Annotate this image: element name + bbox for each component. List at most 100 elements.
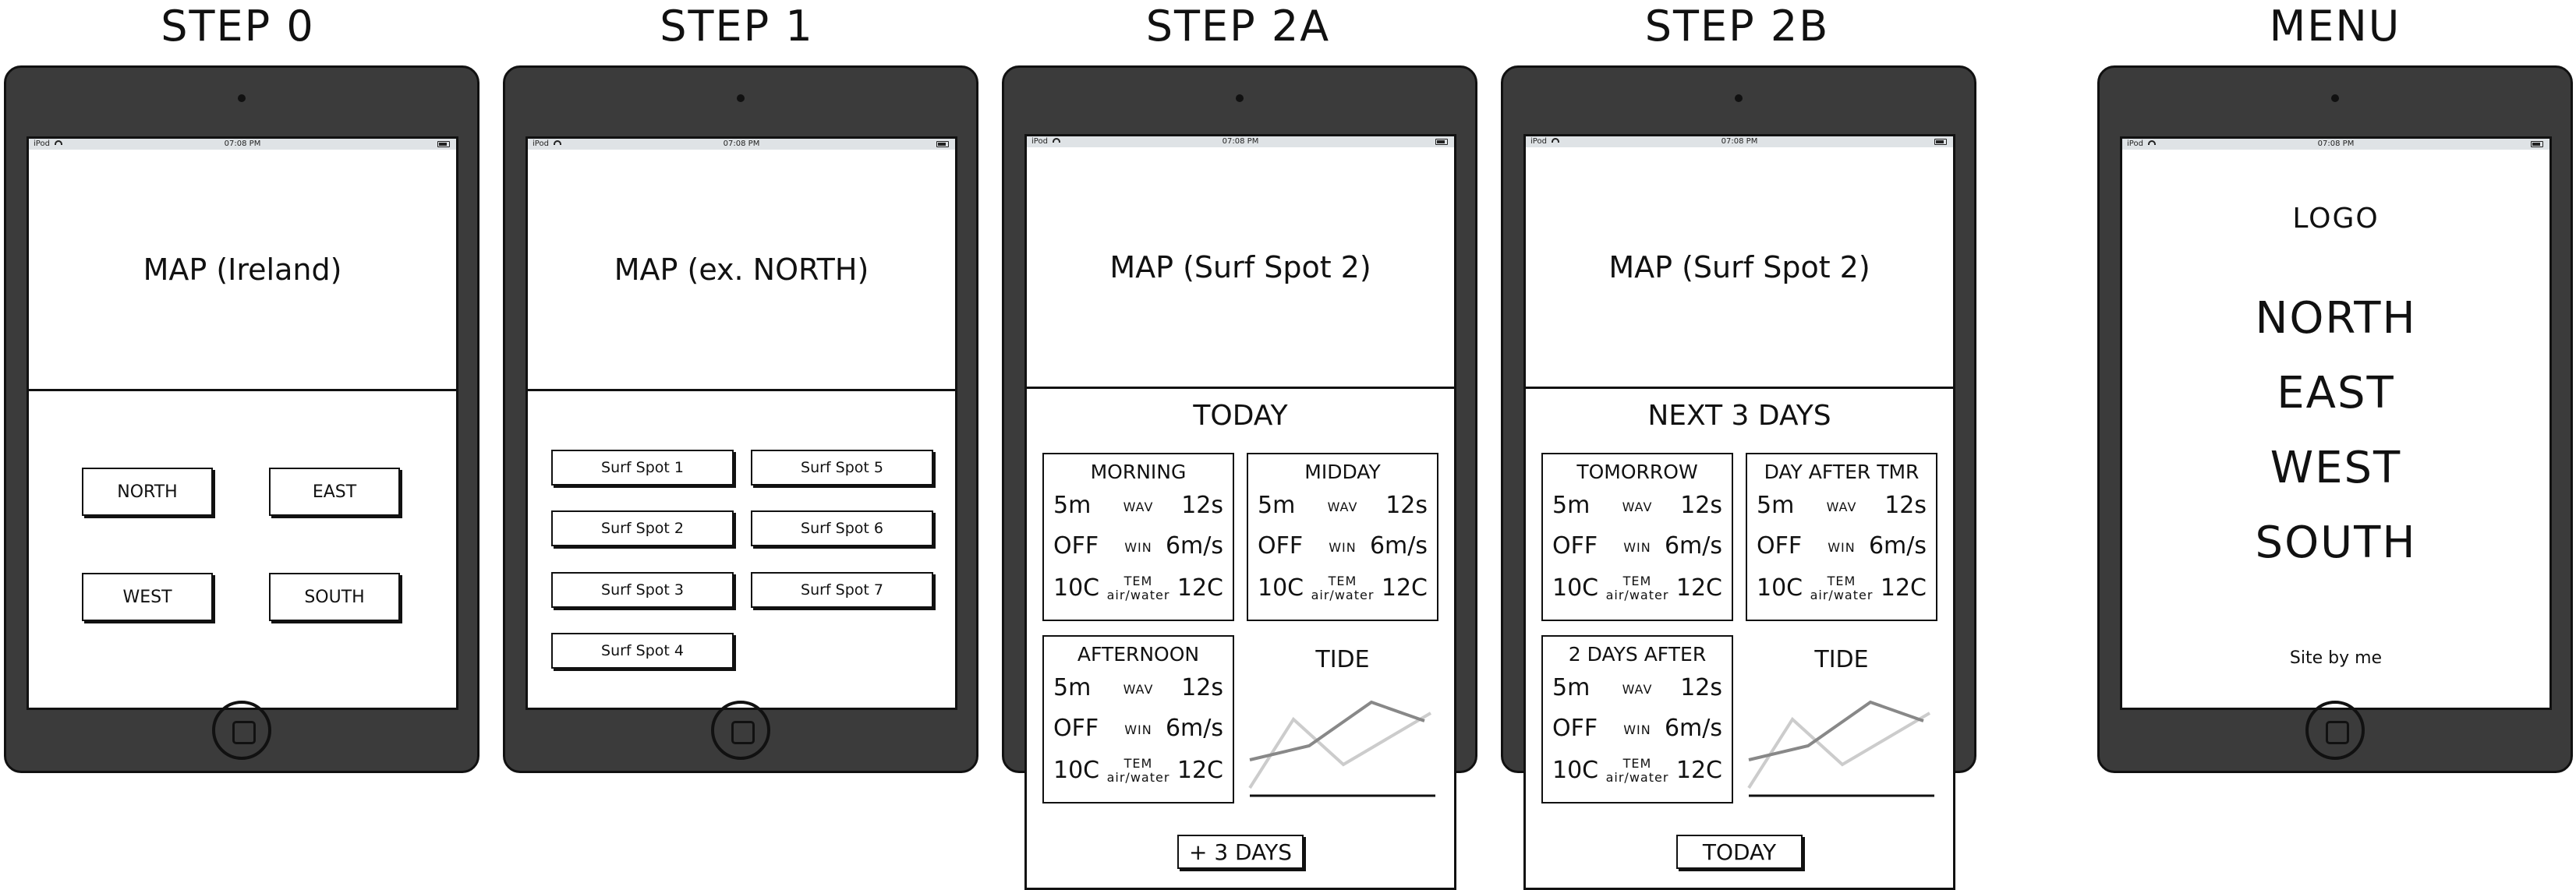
temp-label: TEM air/water: [1106, 574, 1170, 602]
wind-direction: OFF: [1053, 715, 1099, 742]
screen-step0: iPod 07:08 PM MAP (Ireland) NORTH EAST W…: [27, 136, 458, 710]
water-temp: 12C: [1177, 757, 1223, 784]
menu-title: MENU: [2269, 2, 2401, 51]
air-temp: 10C: [1552, 757, 1599, 784]
wave-height: 5m: [1552, 492, 1591, 519]
water-temp: 12C: [1675, 574, 1722, 602]
wind-row: OFF WIN 6m/s: [1044, 529, 1233, 560]
map-area[interactable]: MAP (Ireland): [29, 150, 456, 391]
air-temp: 10C: [1258, 574, 1304, 602]
section-title: NEXT 3 DAYS: [1647, 400, 1831, 432]
temp-row: 10C TEM air/water 12C: [1044, 571, 1233, 602]
status-time: 07:08 PM: [224, 140, 261, 148]
home-button[interactable]: [212, 701, 271, 760]
wave-period: 12s: [1884, 492, 1927, 519]
wifi-icon: [1551, 138, 1559, 143]
wind-direction: OFF: [1258, 532, 1304, 560]
wind-row: OFF WIN 6m/s: [1543, 712, 1732, 743]
forecast-card-morning: MORNING 5m WAV 12s OFF WIN 6m/s 10C TEM a…: [1042, 453, 1234, 621]
west-button[interactable]: WEST: [82, 573, 213, 621]
wind-speed: 6m/s: [1369, 532, 1428, 560]
wave-height: 5m: [1053, 492, 1092, 519]
step2a-title: STEP 2A: [1145, 2, 1331, 51]
wave-label: WAV: [1622, 682, 1653, 697]
battery-icon: [936, 141, 949, 147]
tablet-menu: iPod 07:08 PM LOGO NORTH EAST WEST SOUTH…: [2097, 65, 2573, 773]
wind-speed: 6m/s: [1165, 715, 1223, 742]
menu-item-north[interactable]: NORTH: [2255, 293, 2417, 344]
menu-item-east[interactable]: EAST: [2277, 368, 2395, 419]
water-temp: 12C: [1381, 574, 1428, 602]
surf-spot-6-button[interactable]: Surf Spot 6: [751, 510, 933, 546]
screen-step2a: iPod 07:08 PM MAP (Surf Spot 2) TODAY MO…: [1024, 134, 1456, 890]
card-title: MIDDAY: [1304, 461, 1381, 483]
tide-title: TIDE: [1315, 646, 1370, 673]
menu-item-south[interactable]: SOUTH: [2255, 517, 2417, 568]
battery-icon: [1934, 139, 1947, 145]
wind-label: WIN: [1124, 540, 1152, 555]
wind-row: OFF WIN 6m/s: [1248, 529, 1437, 560]
wave-row: 5m WAV 12s: [1248, 489, 1437, 520]
water-temp: 12C: [1675, 757, 1722, 784]
today-button[interactable]: TODAY: [1676, 835, 1803, 869]
wave-height: 5m: [1757, 492, 1795, 519]
screen-step1: iPod 07:08 PM MAP (ex. NORTH) Surf Spot …: [525, 136, 957, 710]
surf-spot-1-button[interactable]: Surf Spot 1: [551, 450, 734, 486]
south-button[interactable]: SOUTH: [269, 573, 400, 621]
status-device: iPod: [34, 139, 62, 150]
tide-title: TIDE: [1814, 646, 1869, 673]
temp-row: 10C TEM air/water 12C: [1543, 571, 1732, 602]
surf-spot-4-button[interactable]: Surf Spot 4: [551, 633, 734, 669]
surf-spot-7-button[interactable]: Surf Spot 7: [751, 572, 933, 608]
site-credit: Site by me: [2289, 648, 2383, 668]
surf-spot-5-button[interactable]: Surf Spot 5: [751, 450, 933, 486]
surf-spot-2-button[interactable]: Surf Spot 2: [551, 510, 734, 546]
east-button[interactable]: EAST: [269, 468, 400, 516]
battery-icon: [1435, 139, 1448, 145]
forecast-card-day-after-tmr: DAY AFTER TMR 5m WAV 12s OFF WIN 6m/s 10…: [1746, 453, 1937, 621]
map-area[interactable]: MAP (Surf Spot 2): [1526, 147, 1953, 389]
wind-row: OFF WIN 6m/s: [1543, 529, 1732, 560]
tide-chart: TIDE: [1247, 635, 1438, 803]
wind-speed: 6m/s: [1868, 532, 1927, 560]
home-button[interactable]: [2305, 701, 2365, 760]
card-title: MORNING: [1090, 461, 1187, 483]
plus-3-days-button[interactable]: + 3 DAYS: [1177, 835, 1304, 869]
wave-row: 5m WAV 12s: [1543, 671, 1732, 702]
wind-speed: 6m/s: [1664, 715, 1722, 742]
wave-row: 5m WAV 12s: [1543, 489, 1732, 520]
wind-speed: 6m/s: [1664, 532, 1722, 560]
status-device: iPod: [1530, 136, 1559, 147]
temp-row: 10C TEM air/water 12C: [1747, 571, 1936, 602]
tide-line-dark: [1249, 700, 1425, 761]
tablet-step0: iPod 07:08 PM MAP (Ireland) NORTH EAST W…: [4, 65, 479, 773]
map-area[interactable]: MAP (Surf Spot 2): [1027, 147, 1454, 389]
wind-row: OFF WIN 6m/s: [1747, 529, 1936, 560]
wifi-icon: [553, 140, 561, 145]
screen-menu: iPod 07:08 PM LOGO NORTH EAST WEST SOUTH…: [2120, 136, 2552, 710]
wind-row: OFF WIN 6m/s: [1044, 712, 1233, 743]
tide-graph: [1747, 700, 1934, 797]
water-temp: 12C: [1880, 574, 1927, 602]
tide-chart: TIDE: [1746, 635, 1937, 803]
map-area[interactable]: MAP (ex. NORTH): [528, 150, 955, 391]
north-button[interactable]: NORTH: [82, 468, 213, 516]
surf-spot-3-button[interactable]: Surf Spot 3: [551, 572, 734, 608]
wave-label: WAV: [1123, 500, 1154, 514]
forecast-card-tomorrow: TOMORROW 5m WAV 12s OFF WIN 6m/s 10C TEM…: [1541, 453, 1733, 621]
step0-title: STEP 0: [161, 2, 315, 51]
menu-item-west[interactable]: WEST: [2270, 443, 2402, 493]
status-bar: iPod 07:08 PM: [29, 139, 456, 150]
forecast-card-afternoon: AFTERNOON 5m WAV 12s OFF WIN 6m/s 10C TE…: [1042, 635, 1234, 803]
wave-label: WAV: [1327, 500, 1358, 514]
step2b-title: STEP 2B: [1644, 2, 1830, 51]
temp-label: TEM air/water: [1311, 574, 1375, 602]
air-temp: 10C: [1053, 757, 1100, 784]
status-bar: iPod 07:08 PM: [1526, 136, 1953, 147]
tablet-step1: iPod 07:08 PM MAP (ex. NORTH) Surf Spot …: [503, 65, 978, 773]
wind-label: WIN: [1623, 540, 1651, 555]
air-temp: 10C: [1757, 574, 1803, 602]
home-button[interactable]: [711, 701, 770, 760]
status-device: iPod: [2127, 139, 2156, 150]
camera-icon: [2331, 94, 2339, 102]
